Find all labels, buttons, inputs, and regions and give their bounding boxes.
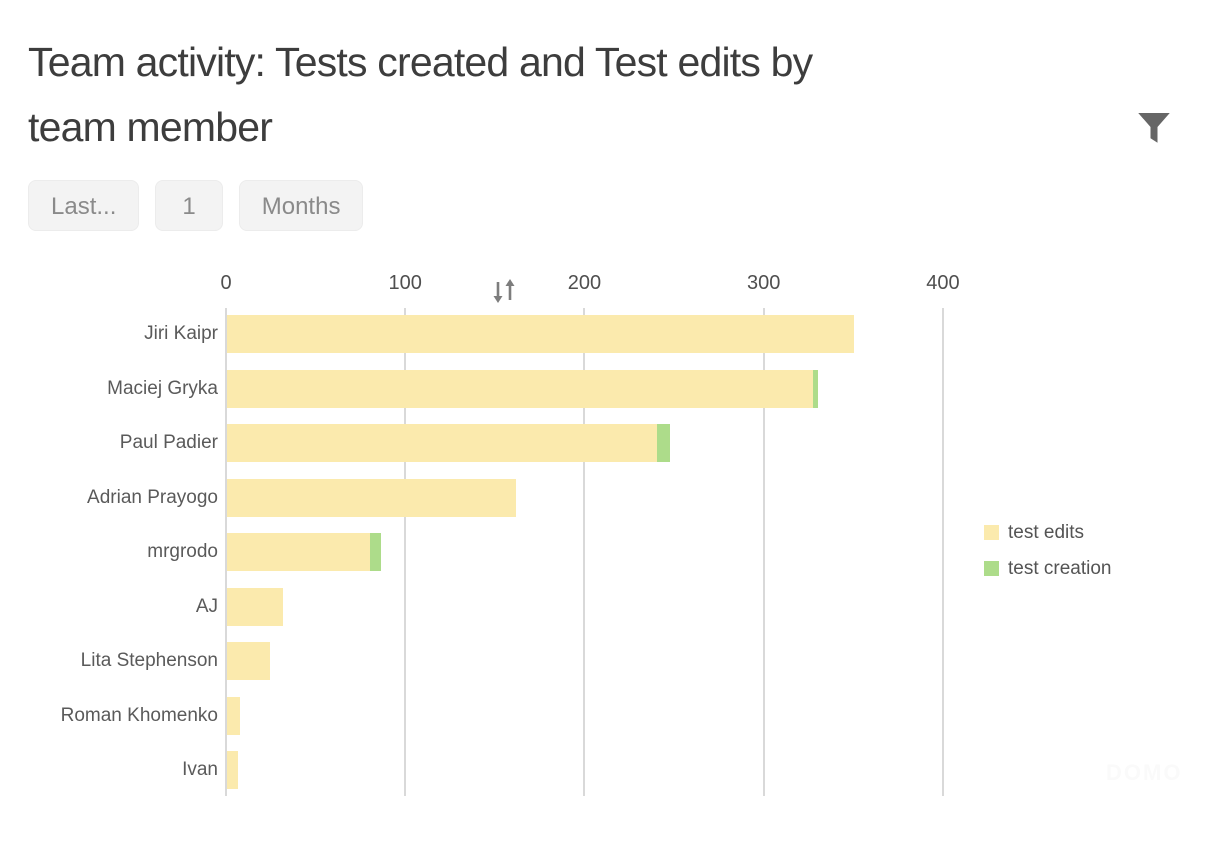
gridline-400: [941, 308, 944, 796]
gridline-0: [225, 308, 227, 796]
legend-swatch-test-creation: [984, 561, 999, 576]
category-label: Ivan: [182, 759, 218, 780]
category-label: Roman Khomenko: [60, 704, 218, 726]
category-label: Adrian Prayogo: [87, 486, 218, 508]
filter-chip-count[interactable]: 1: [155, 180, 223, 231]
bar-segment-test-creation[interactable]: [813, 369, 819, 408]
bar-segment-test-edits[interactable]: [227, 478, 516, 517]
x-tick-300: 300: [747, 272, 781, 294]
sort-icon[interactable]: [488, 274, 520, 308]
category-label: AJ: [195, 595, 218, 617]
bar-segment-test-edits[interactable]: [227, 642, 271, 680]
bar-segment-test-edits[interactable]: [227, 587, 283, 626]
filter-chips: Last... 1 Months: [28, 180, 364, 231]
bar-segment-test-edits[interactable]: [227, 424, 658, 462]
gridline-300: [762, 308, 765, 796]
category-label: mrgrodo: [147, 541, 218, 562]
bar-segment-test-edits[interactable]: [227, 696, 240, 735]
x-tick-0: 0: [220, 272, 232, 294]
domo-watermark: DOMO: [1106, 760, 1183, 785]
legend-swatch-test-edits: [984, 525, 999, 540]
bar-segment-test-creation[interactable]: [370, 533, 382, 571]
gridline-200: [583, 308, 586, 796]
bar-segment-test-edits[interactable]: [227, 315, 855, 353]
legend-item-test-creation[interactable]: test creation: [984, 558, 1112, 579]
gridline-100: [404, 308, 407, 796]
category-label: Maciej Gryka: [107, 377, 218, 399]
x-tick-200: 200: [567, 272, 602, 294]
bar-segment-test-edits[interactable]: [227, 751, 238, 789]
x-tick-100: 100: [388, 272, 422, 294]
bar-segment-test-creation[interactable]: [657, 424, 670, 462]
filter-chip-unit[interactable]: Months: [238, 180, 364, 231]
legend-label: test creation: [1008, 557, 1112, 579]
legend-item-test-edits[interactable]: test edits: [984, 522, 1112, 543]
category-label: Paul Padier: [119, 432, 218, 453]
bar-segment-test-edits[interactable]: [227, 369, 814, 408]
legend-label: test edits: [1008, 521, 1085, 543]
filter-funnel-icon[interactable]: [1133, 106, 1175, 148]
bar-segment-test-edits[interactable]: [227, 533, 371, 571]
x-tick-400: 400: [926, 272, 960, 294]
category-label: Lita Stephenson: [80, 650, 218, 671]
page-title: Team activity: Tests created and Test ed…: [28, 39, 813, 150]
filter-chip-range[interactable]: Last...: [28, 180, 140, 231]
legend: test edits test creation: [984, 522, 1112, 594]
category-label: Jiri Kaipr: [144, 323, 218, 344]
